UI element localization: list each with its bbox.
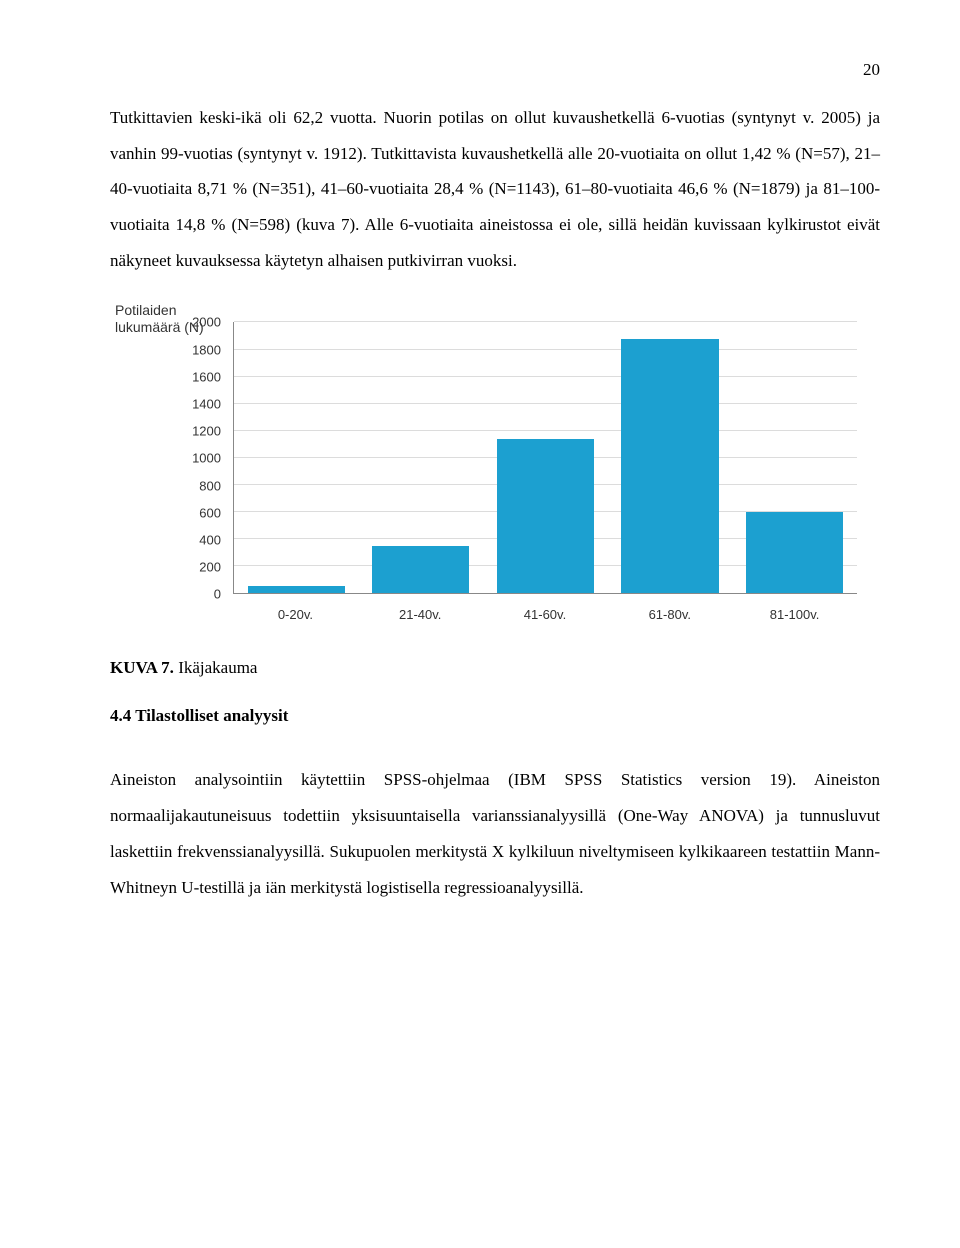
y-tick-label: 1800 [192,342,221,357]
x-tick-label: 21-40v. [358,607,483,622]
x-tick-label: 61-80v. [607,607,732,622]
bar [497,439,594,594]
bar-slot [483,322,608,593]
x-tick-label: 41-60v. [483,607,608,622]
y-tick-label: 1600 [192,369,221,384]
y-tick-label: 2000 [192,315,221,330]
x-tick-label: 81-100v. [732,607,857,622]
paragraph-methods: Aineiston analysointiin käytettiin SPSS-… [110,762,880,905]
bars-group [234,322,857,593]
caption-text: Ikäjakauma [174,658,258,677]
y-tick-label: 1200 [192,424,221,439]
chart-caption: KUVA 7. Ikäjakauma [110,658,880,678]
x-axis-labels: 0-20v.21-40v.41-60v.61-80v.81-100v. [233,607,857,622]
bar [248,586,345,594]
bar [746,512,843,593]
page-number: 20 [110,60,880,80]
section-heading: 4.4 Tilastolliset analyysit [110,706,880,726]
paragraph-intro: Tutkittavien keski-ikä oli 62,2 vuotta. … [110,100,880,278]
bar-slot [608,322,733,593]
bar-chart: Potilaiden lukumäärä (N) 020040060080010… [115,302,875,622]
bar-slot [732,322,857,593]
bar-slot [234,322,359,593]
y-tick-label: 200 [199,560,221,575]
bar-slot [359,322,484,593]
x-tick-label: 0-20v. [233,607,358,622]
y-tick-label: 1400 [192,397,221,412]
y-tick-label: 800 [199,478,221,493]
caption-bold: KUVA 7. [110,658,174,677]
y-tick-label: 1000 [192,451,221,466]
chart-container: Potilaiden lukumäärä (N) 020040060080010… [110,302,880,622]
y-axis-label-line1: Potilaiden [115,302,177,318]
y-tick-label: 600 [199,505,221,520]
y-tick-label: 0 [214,587,221,602]
bar [621,339,718,594]
plot-area [233,322,857,594]
y-axis-ticks: 0200400600800100012001400160018002000 [187,322,227,594]
y-tick-label: 400 [199,533,221,548]
bar [372,546,469,594]
